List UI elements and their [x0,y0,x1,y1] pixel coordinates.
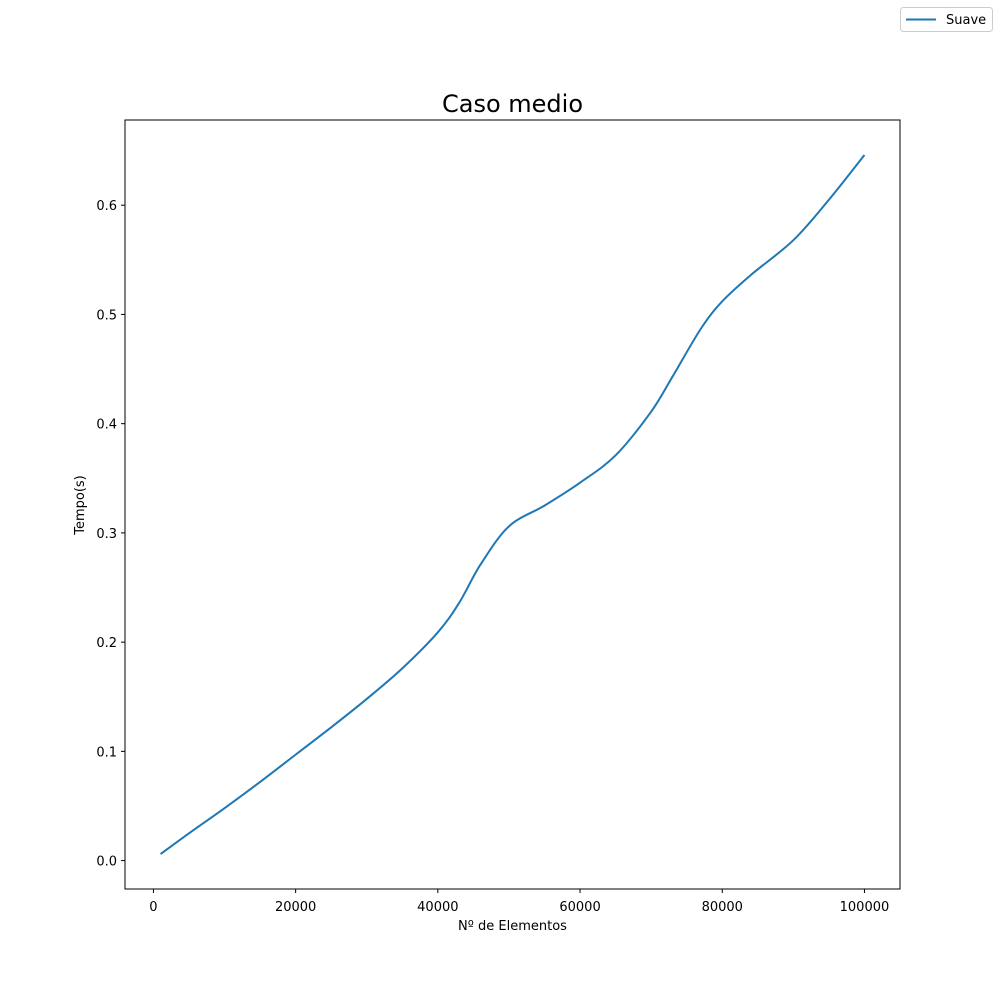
y-tick-label: 0.3 [96,527,117,542]
y-tick-label: 0.2 [96,636,117,651]
legend-label-suave: Suave [946,13,986,28]
y-tick-label: 0.1 [96,745,117,760]
y-tick-label: 0.6 [96,199,117,214]
x-tick-label: 40000 [417,900,458,915]
plot-area [124,119,901,890]
y-axis-label: Tempo(s) [73,475,88,536]
y-tick-label: 0.5 [96,308,117,323]
x-tick-label: 0 [149,900,157,915]
plot-frame [124,119,901,890]
y-tick-label: 0.0 [96,855,117,870]
legend-frame [900,7,993,32]
legend: Suave [900,7,993,32]
x-axis: 0 20000 40000 60000 80000 100000 [149,889,889,915]
y-tick-label: 0.4 [96,418,117,433]
y-axis: 0.0 0.1 0.2 0.3 0.4 0.5 0.6 [96,199,125,870]
x-tick-label: 100000 [840,900,890,915]
x-axis-label: Nº de Elementos [458,919,567,934]
chart-title: Caso medio [442,90,583,118]
x-tick-label: 60000 [559,900,600,915]
series-line-suave [159,154,866,855]
x-tick-label: 20000 [275,900,316,915]
x-tick-label: 80000 [702,900,743,915]
